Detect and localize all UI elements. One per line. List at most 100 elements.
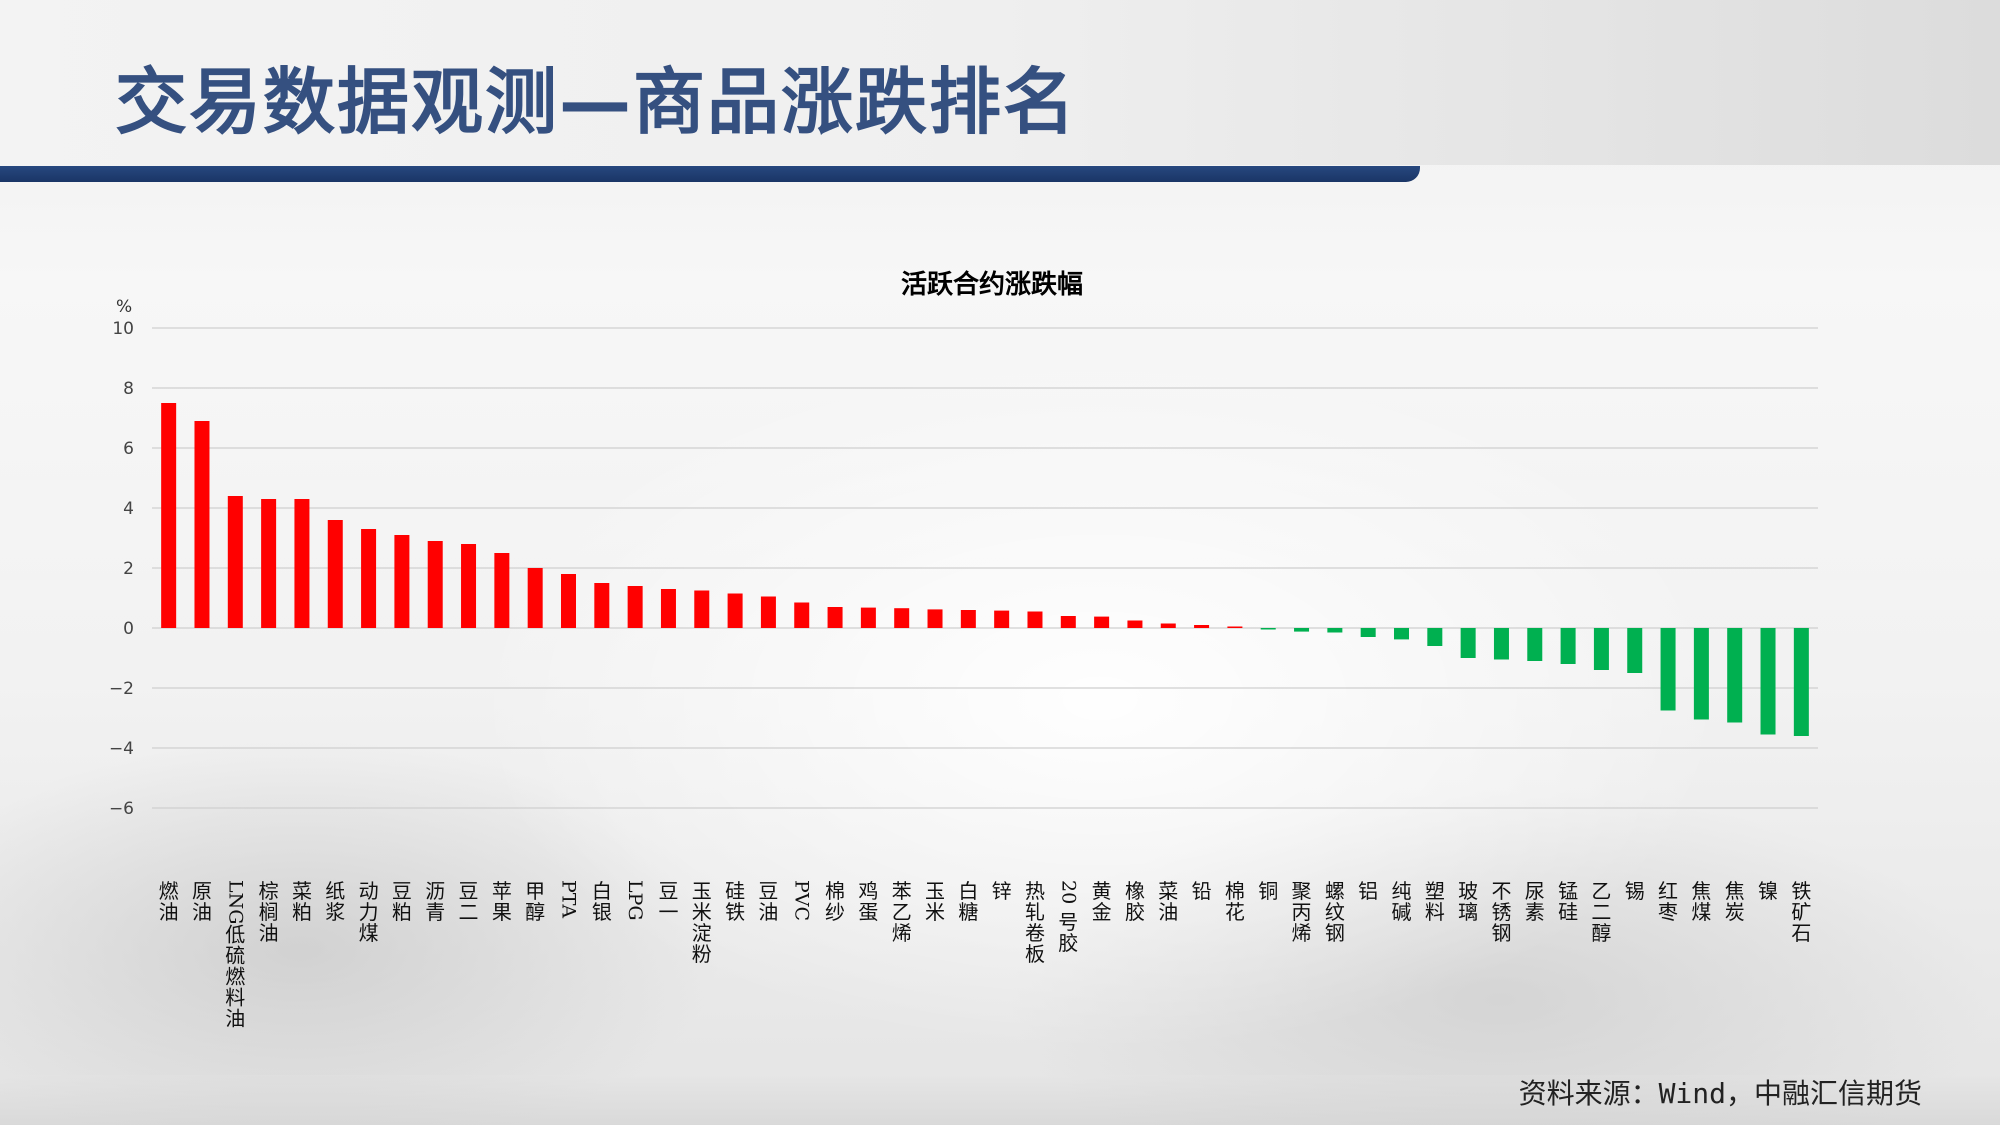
svg-text:卷: 卷 bbox=[1025, 921, 1045, 945]
svg-text:号: 号 bbox=[1058, 910, 1078, 934]
svg-text:米: 米 bbox=[925, 900, 945, 924]
svg-text:油: 油 bbox=[192, 900, 212, 924]
svg-text:花: 花 bbox=[1225, 900, 1245, 924]
svg-text:玻: 玻 bbox=[1458, 879, 1478, 903]
svg-text:燃: 燃 bbox=[159, 879, 179, 903]
svg-text:丙: 丙 bbox=[1292, 900, 1312, 924]
y-tick-label: 4 bbox=[123, 499, 134, 519]
svg-text:橡: 橡 bbox=[1125, 879, 1145, 903]
bar-焦煤 bbox=[1693, 628, 1709, 720]
x-tick-label: 锡 bbox=[1625, 879, 1645, 903]
y-tick-label: 8 bbox=[123, 379, 134, 399]
bar-沥青 bbox=[427, 541, 443, 628]
svg-text:铜: 铜 bbox=[1258, 879, 1278, 903]
bar-锰硅 bbox=[1560, 628, 1576, 664]
svg-text:塑: 塑 bbox=[1425, 879, 1445, 903]
bar-甲醇 bbox=[527, 568, 543, 628]
svg-text:纹: 纹 bbox=[1325, 900, 1345, 924]
bar-锌 bbox=[994, 610, 1010, 628]
svg-text:石: 石 bbox=[1791, 921, 1811, 945]
svg-text:力: 力 bbox=[359, 900, 379, 924]
svg-text:鸡: 鸡 bbox=[858, 879, 878, 903]
svg-text:菜: 菜 bbox=[1158, 879, 1178, 903]
x-tick-label: 铁矿石 bbox=[1791, 879, 1811, 945]
svg-text:纸: 纸 bbox=[325, 879, 345, 903]
bar-玉米淀粉 bbox=[694, 590, 710, 628]
svg-text:锰: 锰 bbox=[1558, 879, 1578, 903]
bar-纸浆 bbox=[327, 520, 343, 628]
svg-text:豆: 豆 bbox=[658, 879, 678, 903]
y-axis-unit-label: % bbox=[116, 297, 132, 317]
svg-text:豆: 豆 bbox=[758, 879, 778, 903]
bar-棕榈油 bbox=[261, 499, 277, 628]
svg-text:锌: 锌 bbox=[992, 879, 1012, 903]
svg-text:菜: 菜 bbox=[292, 879, 312, 903]
svg-text:浆: 浆 bbox=[325, 900, 345, 924]
bar-铅 bbox=[1194, 625, 1210, 628]
footer-band bbox=[0, 1075, 2000, 1125]
x-tick-label: 棕榈油 bbox=[259, 879, 279, 945]
svg-text:黄: 黄 bbox=[1092, 879, 1112, 903]
gridlines bbox=[152, 327, 1818, 809]
svg-text:油: 油 bbox=[1158, 900, 1178, 924]
x-tick-label: 苹果 bbox=[492, 879, 512, 924]
svg-text:金: 金 bbox=[1092, 900, 1112, 924]
x-tick-label: 锌 bbox=[992, 879, 1012, 903]
svg-text:果: 果 bbox=[492, 900, 512, 924]
svg-text:红: 红 bbox=[1658, 879, 1678, 903]
bar-豆二 bbox=[461, 544, 477, 628]
x-tick-label: 红枣 bbox=[1658, 879, 1678, 924]
bar-镍 bbox=[1760, 628, 1776, 735]
x-tick-label: 铅 bbox=[1192, 879, 1212, 903]
chart-title: 活跃合约涨跌幅 bbox=[901, 269, 1083, 300]
svg-text:豆: 豆 bbox=[459, 879, 479, 903]
bar-热轧卷板 bbox=[1027, 611, 1043, 628]
svg-text:LPG: LPG bbox=[624, 880, 646, 921]
y-tick-label: −4 bbox=[109, 739, 134, 759]
svg-text:醇: 醇 bbox=[1591, 921, 1611, 945]
bar-玻璃 bbox=[1460, 628, 1476, 658]
x-tick-label: LPG bbox=[624, 880, 646, 921]
x-tick-label: 菜油 bbox=[1158, 879, 1178, 924]
svg-text:苹: 苹 bbox=[492, 879, 512, 903]
svg-text:螺: 螺 bbox=[1325, 879, 1345, 903]
svg-text:尿: 尿 bbox=[1525, 879, 1545, 903]
svg-text:棕: 棕 bbox=[259, 879, 279, 903]
x-tick-label: 焦炭 bbox=[1725, 879, 1745, 924]
x-tick-label: 硅铁 bbox=[725, 879, 745, 924]
svg-text:青: 青 bbox=[425, 900, 445, 924]
svg-text:热: 热 bbox=[1025, 879, 1045, 903]
bar-乙二醇 bbox=[1593, 628, 1609, 670]
svg-text:料: 料 bbox=[1425, 900, 1445, 924]
svg-text:甲: 甲 bbox=[525, 879, 545, 903]
x-tick-label: 动力煤 bbox=[359, 879, 379, 945]
bar-豆油 bbox=[760, 596, 776, 628]
svg-text:粕: 粕 bbox=[292, 900, 312, 924]
svg-text:米: 米 bbox=[692, 900, 712, 924]
x-tick-label: 豆油 bbox=[758, 879, 778, 924]
bar-尿素 bbox=[1527, 628, 1543, 661]
x-tick-label: 苯乙烯 bbox=[892, 879, 912, 945]
svg-text:煤: 煤 bbox=[359, 921, 379, 945]
title-underline-bar bbox=[0, 166, 1420, 182]
bar-铝 bbox=[1360, 628, 1376, 637]
x-tick-label: 白银 bbox=[592, 879, 612, 924]
bar-棉花 bbox=[1227, 626, 1243, 628]
svg-text:油: 油 bbox=[159, 900, 179, 924]
x-tick-label: 豆粕 bbox=[392, 879, 412, 924]
svg-text:硅: 硅 bbox=[725, 879, 745, 903]
svg-text:枣: 枣 bbox=[1658, 900, 1678, 924]
x-tick-label: 橡胶 bbox=[1125, 879, 1145, 924]
bar-铁矿石 bbox=[1793, 628, 1809, 736]
svg-text:煤: 煤 bbox=[1691, 900, 1711, 924]
page-title: 交易数据观测—商品涨跌排名 bbox=[115, 60, 1078, 144]
x-tick-label: 乙二醇 bbox=[1591, 879, 1611, 945]
x-tick-label: 玻璃 bbox=[1458, 879, 1478, 924]
svg-text:纯: 纯 bbox=[1392, 879, 1412, 903]
svg-text:淀: 淀 bbox=[692, 921, 712, 945]
svg-text:硅: 硅 bbox=[1558, 900, 1578, 924]
x-tick-label: 不锈钢 bbox=[1491, 879, 1511, 945]
svg-text:油: 油 bbox=[225, 1007, 245, 1031]
svg-text:PVC: PVC bbox=[791, 880, 813, 921]
bar-铜 bbox=[1260, 628, 1276, 630]
